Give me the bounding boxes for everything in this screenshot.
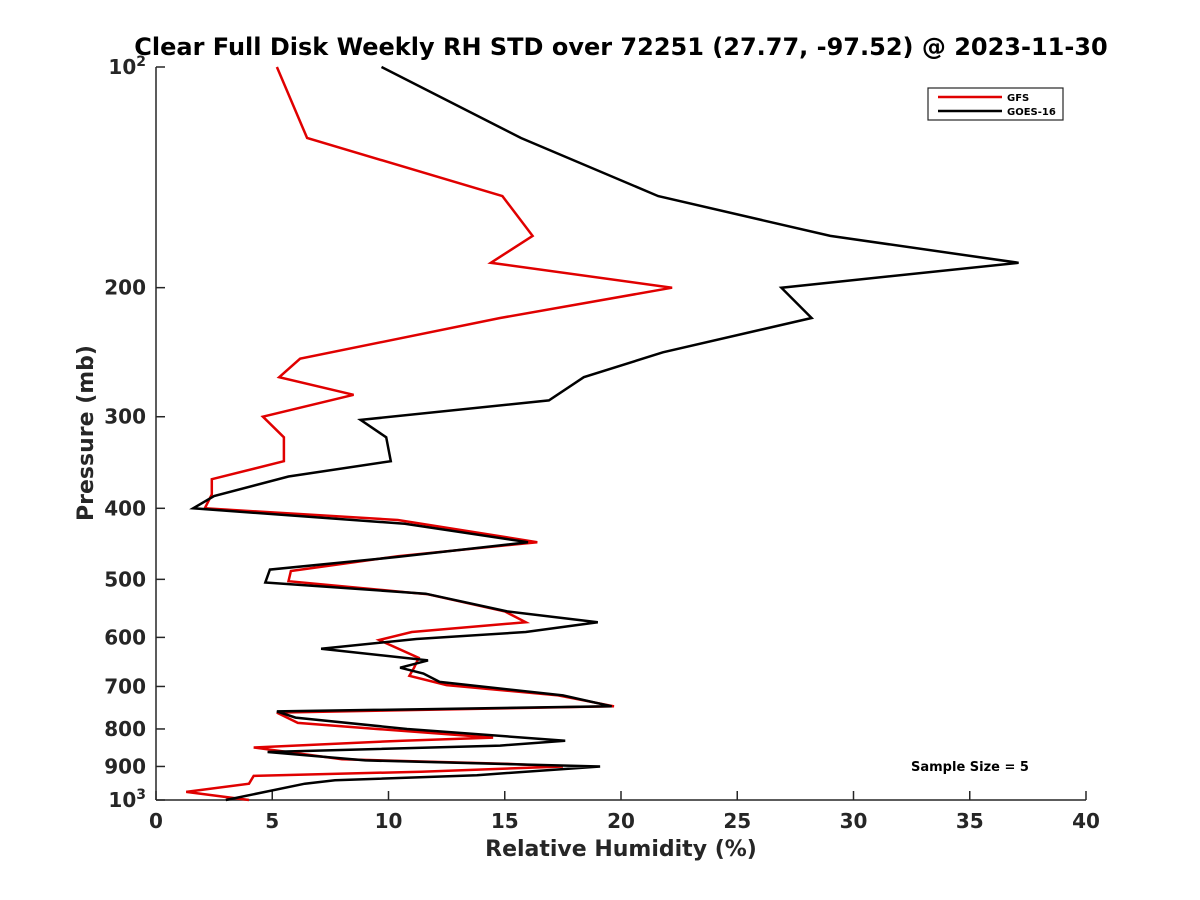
y-tick-label: 300	[104, 405, 146, 429]
legend-label-goes16: GOES-16	[1007, 107, 1056, 118]
x-axis-ticks: 0 5 10 15 20 25 30 35 40	[149, 791, 1100, 833]
y-tick-label: 103	[108, 787, 146, 812]
y-tick-label: 800	[104, 717, 146, 741]
y-tick-label: 200	[104, 276, 146, 300]
y-tick-label: 600	[104, 625, 146, 649]
chart-title: Clear Full Disk Weekly RH STD over 72251…	[134, 33, 1107, 61]
y-axis-ticks: 102 200 300 400 500 600 700 800 900 103	[104, 54, 165, 812]
legend-box	[927, 87, 1064, 121]
y-tick-label: 700	[104, 674, 146, 698]
x-tick-label: 30	[840, 809, 868, 833]
series-layer	[186, 65, 1019, 802]
y-tick-label: 900	[104, 754, 146, 778]
x-tick-label: 0	[149, 809, 163, 833]
x-axis-label: Relative Humidity (%)	[485, 837, 757, 862]
legend: GFS GOES-16	[927, 87, 1064, 121]
y-tick-label: 400	[104, 496, 146, 520]
sample-size-annotation: Sample Size = 5	[911, 760, 1029, 775]
plot-area	[156, 67, 1086, 800]
y-axis-label: Pressure (mb)	[74, 345, 99, 521]
x-tick-label: 15	[491, 809, 519, 833]
x-tick-label: 20	[607, 809, 635, 833]
legend-label-gfs: GFS	[1007, 93, 1029, 104]
x-tick-label: 5	[265, 809, 279, 833]
x-tick-label: 25	[723, 809, 751, 833]
x-tick-label: 35	[956, 809, 984, 833]
y-tick-label: 102	[108, 54, 146, 79]
x-tick-label: 40	[1072, 809, 1100, 833]
y-tick-label: 500	[104, 567, 146, 591]
x-tick-label: 10	[375, 809, 403, 833]
series-line-goes16	[189, 65, 1019, 802]
